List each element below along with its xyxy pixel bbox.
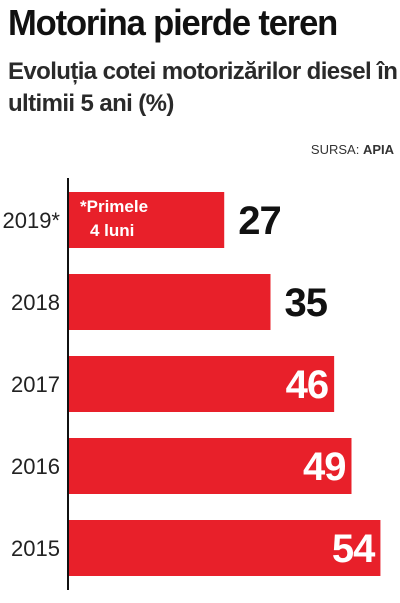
bar-1 <box>68 274 271 330</box>
bar-2 <box>68 356 335 412</box>
value-label-2: 46 <box>286 363 329 407</box>
category-label-0: 2019* <box>2 208 60 233</box>
category-label-2: 2017 <box>11 372 60 397</box>
category-label-3: 2016 <box>11 454 60 479</box>
chart-subtitle: Evoluția cotei motorizărilor diesel în u… <box>8 58 398 117</box>
source-note: SURSA: APIA <box>311 142 394 157</box>
bar-4 <box>68 520 381 576</box>
source-name: APIA <box>362 142 394 157</box>
value-label-1: 35 <box>285 281 328 325</box>
bar-3 <box>68 438 352 494</box>
bar-0 <box>68 192 225 248</box>
value-label-4: 54 <box>332 527 376 571</box>
footnote-line-2: 4 luni <box>90 221 134 240</box>
chart-title: Motorina pierde teren <box>8 2 338 43</box>
category-label-4: 2015 <box>11 536 60 561</box>
value-label-0: 27 <box>238 199 281 243</box>
footnote-line-1: *Primele <box>80 197 148 216</box>
value-label-3: 49 <box>303 445 346 489</box>
category-label-1: 2018 <box>11 290 60 315</box>
source-label: SURSA: <box>310 142 363 157</box>
